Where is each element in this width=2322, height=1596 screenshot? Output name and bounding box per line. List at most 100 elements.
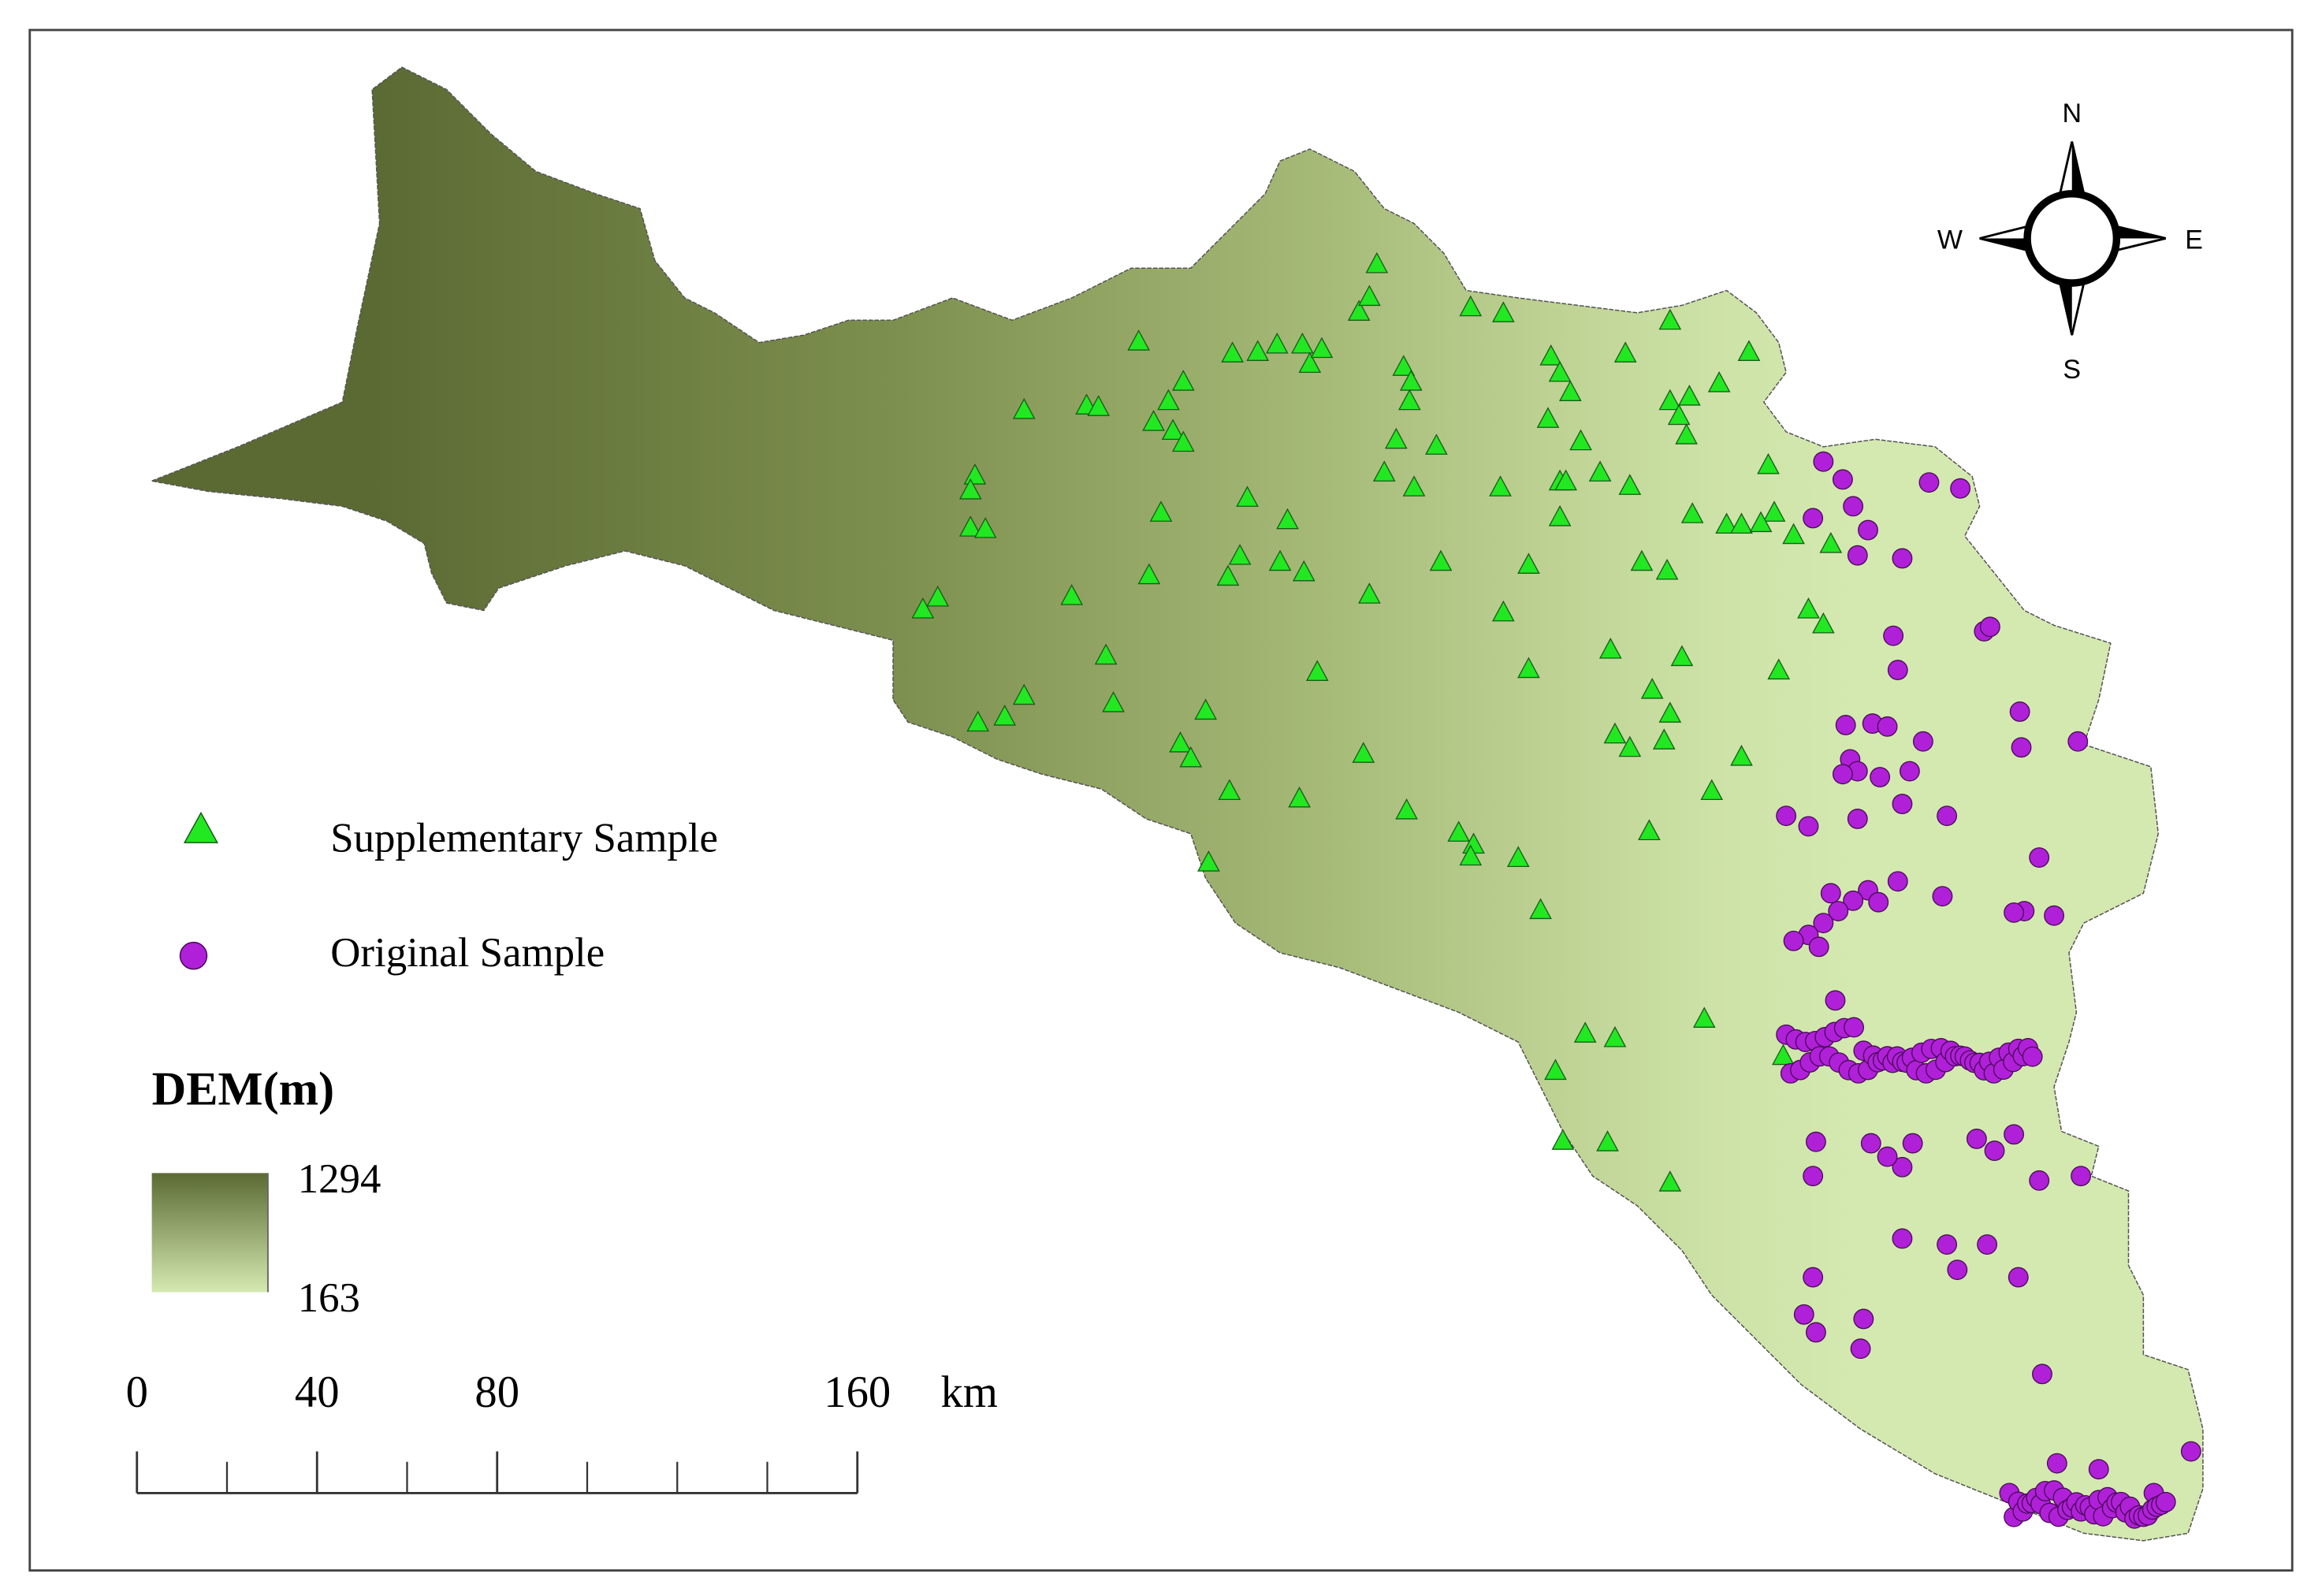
original-sample [1977, 1234, 1998, 1255]
original-sample [1870, 767, 1891, 787]
supplementary-sample [1221, 341, 1244, 363]
supplementary-sample [1603, 1025, 1627, 1047]
original-sample [1776, 805, 1797, 827]
original-sample [2004, 1124, 2025, 1145]
supplementary-sample [1757, 452, 1780, 474]
original-sample [2044, 905, 2065, 926]
original-sample [2180, 1441, 2201, 1462]
compass: N S W E [1937, 99, 2203, 385]
scale-label: 40 [295, 1368, 340, 1417]
supplementary-sample [1692, 1006, 1716, 1028]
dem-title: DEM(m) [152, 1063, 335, 1116]
supplementary-sample [1730, 745, 1753, 766]
supplementary-sample [1172, 430, 1195, 452]
supplementary-sample [1598, 638, 1622, 659]
supplementary-sample [1551, 1129, 1575, 1150]
legend-label: Supplementary Sample [330, 815, 718, 861]
supplementary-sample [1596, 1130, 1619, 1151]
supplementary-sample [1678, 385, 1701, 406]
supplementary-sample [1658, 701, 1682, 723]
original-sample [1847, 809, 1868, 829]
supplementary-sample [1268, 549, 1292, 571]
original-sample [1803, 508, 1824, 529]
original-sample [1918, 472, 1940, 493]
original-sample [1887, 871, 1908, 892]
supplementary-sample [1670, 645, 1694, 667]
supplementary-sample [1169, 731, 1192, 753]
original-sample [2088, 1459, 2109, 1480]
scale-label: 0 [126, 1368, 148, 1417]
original-sample [2009, 701, 2030, 722]
supplementary-sample [926, 585, 950, 607]
original-sample [1793, 1304, 1814, 1325]
supplementary-sample [1402, 475, 1426, 497]
original-sample [1803, 1267, 1824, 1288]
original-sample [1828, 901, 1849, 921]
supplementary-sample [1569, 429, 1592, 451]
supplementary-sample [1012, 683, 1036, 705]
supplementary-sample [1352, 742, 1375, 763]
supplementary-sample [1012, 397, 1036, 419]
original-sample [1850, 1338, 1871, 1360]
original-sample [2011, 737, 2032, 758]
supplementary-sample [1298, 352, 1322, 374]
supplementary-sample [1492, 600, 1515, 622]
supplementary-sample [1305, 660, 1329, 681]
supplementary-sample [1655, 558, 1679, 580]
supplementary-sample [973, 517, 997, 538]
supplementary-sample [1492, 301, 1515, 322]
supplementary-sample [1812, 612, 1835, 634]
supplementary-sample [1506, 846, 1530, 868]
supplementary-sample [1459, 844, 1483, 866]
original-sample [1858, 519, 1878, 541]
legend-label: Original Sample [330, 930, 605, 976]
supplementary-sample [1102, 691, 1125, 712]
supplementary-sample [1529, 898, 1552, 920]
original-sample [1984, 1140, 2005, 1162]
supplementary-sample [1603, 722, 1627, 744]
supplementary-sample [1197, 850, 1220, 872]
original-sample [1950, 478, 1971, 499]
legend: Supplementary Sample Original Sample DEM… [152, 811, 718, 1321]
supplementary-sample [1559, 380, 1582, 401]
original-sample [1887, 660, 1908, 681]
original-sample [1860, 1133, 1881, 1154]
supplementary-sample [963, 463, 987, 485]
original-sample [1805, 1131, 1826, 1152]
supplementary-sample [1276, 508, 1299, 530]
original-sample [1892, 548, 1913, 569]
compass-n: N [2062, 99, 2082, 128]
supplementary-sample [1137, 563, 1161, 585]
supplementary-sample [1767, 658, 1791, 680]
supplementary-sample [1127, 329, 1150, 351]
supplementary-sample [1539, 344, 1563, 366]
supplementary-sample [1554, 469, 1577, 491]
original-sample [1877, 716, 1898, 737]
supplementary-sample [1548, 504, 1572, 526]
supplementary-sample [1447, 820, 1471, 842]
legend-triangle [183, 811, 218, 843]
original-sample [1892, 1228, 1913, 1249]
supplementary-sample [1392, 355, 1416, 376]
supplementary-sample [1730, 512, 1753, 534]
original-sample [1883, 625, 1904, 646]
supplementary-sample [1680, 502, 1704, 523]
supplementary-sample [1358, 582, 1381, 604]
compass-s: S [2063, 355, 2081, 385]
supplementary-sample [1246, 340, 1270, 361]
supplementary-sample [1658, 308, 1682, 330]
original-sample [1937, 1234, 1958, 1255]
dem-min: 163 [298, 1275, 360, 1321]
supplementary-sample [1536, 407, 1560, 428]
original-sample [1813, 451, 1834, 472]
original-sample [1847, 545, 1868, 566]
scale-label: 160 [824, 1368, 891, 1417]
supplementary-sample [1265, 332, 1289, 354]
supplementary-sample [1429, 549, 1453, 571]
supplementary-sample [1358, 285, 1381, 307]
supplementary-sample [1459, 295, 1483, 317]
compass-w: W [1937, 225, 1963, 255]
original-sample [1844, 1017, 1865, 1038]
original-sample [1835, 715, 1856, 735]
